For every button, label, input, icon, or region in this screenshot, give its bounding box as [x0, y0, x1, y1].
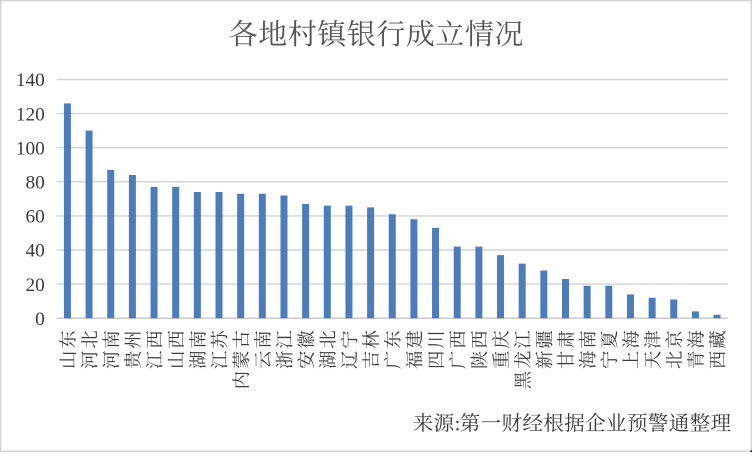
svg-text::: : [455, 414, 461, 436]
svg-text:020406080100120140: 020406080100120140 [16, 70, 45, 330]
